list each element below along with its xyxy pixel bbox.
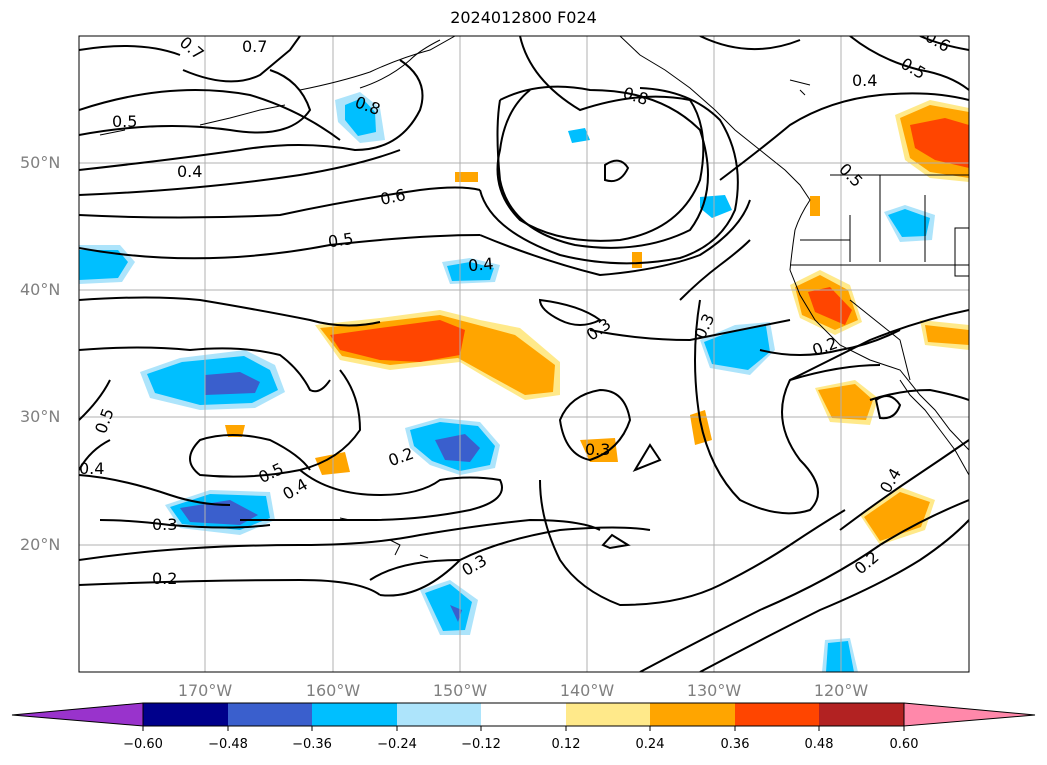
colorbar-tick-label: −0.60 [123, 737, 163, 752]
contour-label: 0.3 [152, 515, 177, 534]
contour-label: 0.5 [898, 54, 930, 83]
coastlines [99, 36, 969, 559]
contour-label: 0.3 [585, 440, 610, 459]
contour-label: 0.4 [852, 71, 877, 90]
contour-label: 0.4 [279, 474, 311, 503]
colorbar-tick-label: 0.24 [635, 737, 665, 752]
lat-label-40n: 40°N [20, 280, 61, 299]
contour-label: 0.4 [177, 162, 202, 181]
contour-label: 0.5 [327, 229, 355, 251]
colorbar-tick-label: −0.48 [208, 737, 248, 752]
lat-label-50n: 50°N [20, 153, 61, 172]
contour-label: 0.8 [621, 83, 651, 109]
shaded-anomalies [79, 92, 969, 672]
map-title: 2024012800 F024 [450, 8, 597, 27]
colorbar-tick-label: 0.48 [804, 737, 834, 752]
colorbar-tick-label: −0.12 [461, 737, 501, 752]
colorbar [11, 702, 1036, 731]
lon-label-150w: 150°W [432, 681, 488, 700]
map-frame [78, 35, 970, 673]
contour-label: 0.5 [91, 406, 118, 436]
contour-label: 0.5 [835, 159, 866, 190]
colorbar-tick-label: 0.60 [889, 737, 919, 752]
lat-label-30n: 30°N [20, 407, 61, 426]
colorbar-extend-max [903, 702, 1036, 727]
lon-label-140w: 140°W [559, 681, 615, 700]
lat-label-20n: 20°N [20, 535, 61, 554]
lon-label-120w: 120°W [813, 681, 869, 700]
contour-label: 0.7 [176, 33, 208, 64]
lon-label-160w: 160°W [305, 681, 361, 700]
contour-label: 0.3 [583, 314, 615, 344]
colorbar-tick-label: −0.36 [292, 737, 332, 752]
contour-label: 0.4 [79, 459, 104, 478]
colorbar-tick-label: −0.24 [377, 737, 417, 752]
graticule [79, 36, 969, 672]
contour-label: 0.5 [256, 459, 287, 487]
lon-label-130w: 130°W [686, 681, 742, 700]
contour-label: 0.3 [459, 551, 491, 580]
colorbar-tick-label: 0.36 [720, 737, 750, 752]
contour-label: 0.2 [152, 569, 177, 588]
lon-label-170w: 170°W [177, 681, 233, 700]
contour-label: 0.5 [112, 112, 137, 131]
contour-label: 0.6 [922, 27, 954, 56]
colorbar-tick-label: 0.12 [551, 737, 581, 752]
contour-label: 0.6 [378, 185, 407, 209]
contour-lines [79, 36, 969, 672]
contour-label: 0.2 [810, 333, 840, 360]
colorbar-extend-min [11, 702, 144, 727]
contour-label: 0.4 [467, 254, 494, 275]
contour-label: 0.2 [851, 547, 883, 578]
contour-label: 0.7 [242, 37, 267, 56]
